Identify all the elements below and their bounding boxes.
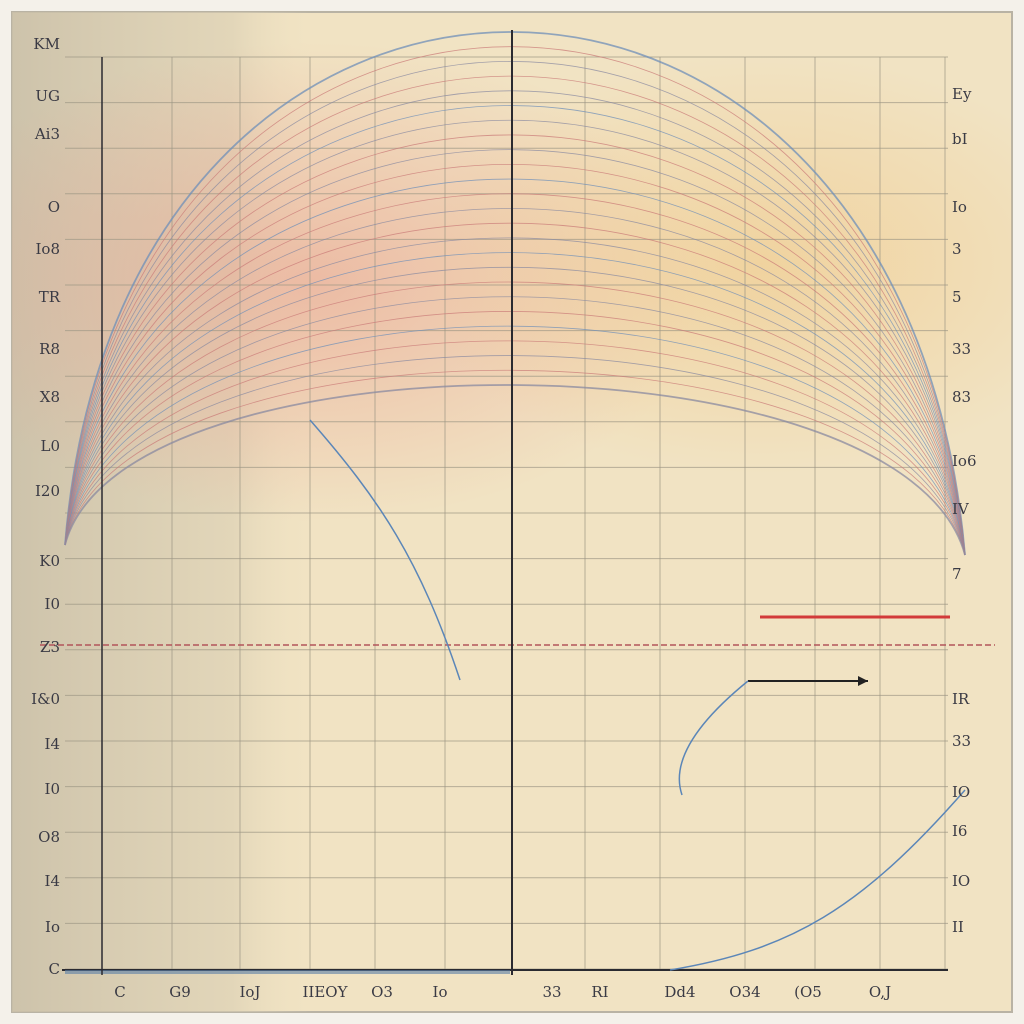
right-label: 5 bbox=[952, 288, 962, 306]
blue-curve bbox=[309, 419, 461, 681]
right-label: 83 bbox=[952, 388, 971, 406]
dome-line bbox=[64, 369, 966, 556]
dome-line bbox=[64, 193, 966, 556]
left-label: I0 bbox=[45, 780, 60, 798]
right-label: IR bbox=[952, 690, 970, 708]
dome-line bbox=[64, 355, 966, 556]
bottom-label: RI bbox=[591, 983, 608, 1001]
right-label: IO bbox=[952, 783, 970, 801]
right-label: Ey bbox=[952, 85, 972, 103]
blue-curve bbox=[669, 789, 966, 971]
bottom-label: Io bbox=[433, 983, 448, 1001]
left-label: O bbox=[48, 198, 60, 216]
left-label: UG bbox=[35, 87, 60, 105]
left-label: I0 bbox=[45, 595, 60, 613]
right-label: IV bbox=[952, 500, 970, 518]
dome-line bbox=[64, 340, 966, 556]
blue-curve bbox=[678, 680, 749, 796]
bottom-label: O34 bbox=[729, 983, 760, 1001]
right-label: 33 bbox=[952, 340, 971, 358]
labels: KM UG Ai3 O Io8 TR R8 X8 L0 I20 K0 I0 Z3 I&0 I4 I0 O8 I4 I… bbox=[31, 35, 976, 1001]
left-label: KM bbox=[33, 35, 60, 53]
dome-line bbox=[64, 325, 966, 556]
dome-line bbox=[64, 178, 966, 556]
dome-line bbox=[64, 31, 966, 556]
dome-line bbox=[64, 237, 966, 556]
dome-line bbox=[64, 119, 966, 556]
left-label: I4 bbox=[45, 872, 60, 890]
left-label: Ai3 bbox=[34, 125, 60, 143]
right-label: 7 bbox=[952, 565, 962, 583]
right-label: Io6 bbox=[952, 452, 977, 470]
bottom-label: IIEOY bbox=[303, 983, 349, 1001]
left-label: Z3 bbox=[40, 638, 60, 656]
bottom-label: 33 bbox=[542, 983, 561, 1001]
bottom-label: Dd4 bbox=[664, 983, 695, 1001]
dome-line bbox=[64, 61, 966, 556]
bottom-label: IoJ bbox=[240, 983, 261, 1001]
arrow-head bbox=[858, 676, 868, 686]
dome-lines bbox=[64, 31, 966, 556]
right-label: IO bbox=[952, 872, 970, 890]
bottom-label: O3 bbox=[371, 983, 393, 1001]
dome-line bbox=[64, 164, 966, 556]
left-label: X8 bbox=[40, 388, 60, 406]
bottom-label: G9 bbox=[169, 983, 191, 1001]
right-label: II bbox=[952, 918, 964, 936]
bottom-label: C bbox=[114, 983, 125, 1001]
left-label: O8 bbox=[38, 828, 60, 846]
dome-line bbox=[64, 252, 966, 556]
left-label: Io bbox=[45, 918, 60, 936]
dome-line bbox=[64, 90, 966, 556]
left-label: Io8 bbox=[36, 240, 61, 258]
left-label: K0 bbox=[39, 552, 60, 570]
dome-line bbox=[64, 266, 966, 556]
right-label: Io bbox=[952, 198, 967, 216]
left-label: I20 bbox=[35, 482, 60, 500]
dome-line bbox=[64, 208, 966, 556]
left-label: R8 bbox=[39, 340, 60, 358]
right-label: bI bbox=[952, 130, 968, 148]
dome-line bbox=[64, 296, 966, 556]
dome-line bbox=[64, 75, 966, 556]
bottom-label: O,J bbox=[869, 983, 891, 1001]
left-label: TR bbox=[39, 288, 61, 306]
dome-line bbox=[64, 134, 966, 556]
dome-line bbox=[64, 311, 966, 556]
right-label: I6 bbox=[952, 822, 967, 840]
right-label: 3 bbox=[952, 240, 962, 258]
dome-line bbox=[64, 281, 966, 556]
left-label: I&0 bbox=[31, 690, 60, 708]
left-label: I4 bbox=[45, 735, 60, 753]
dome-line bbox=[64, 384, 966, 556]
left-label: L0 bbox=[40, 437, 60, 455]
dome-line bbox=[64, 222, 966, 556]
right-label: 33 bbox=[952, 732, 971, 750]
dome-line bbox=[64, 149, 966, 556]
dome-line bbox=[64, 46, 966, 556]
dome-line bbox=[64, 105, 966, 556]
left-label: C bbox=[49, 960, 60, 978]
bottom-label: (O5 bbox=[794, 983, 822, 1001]
